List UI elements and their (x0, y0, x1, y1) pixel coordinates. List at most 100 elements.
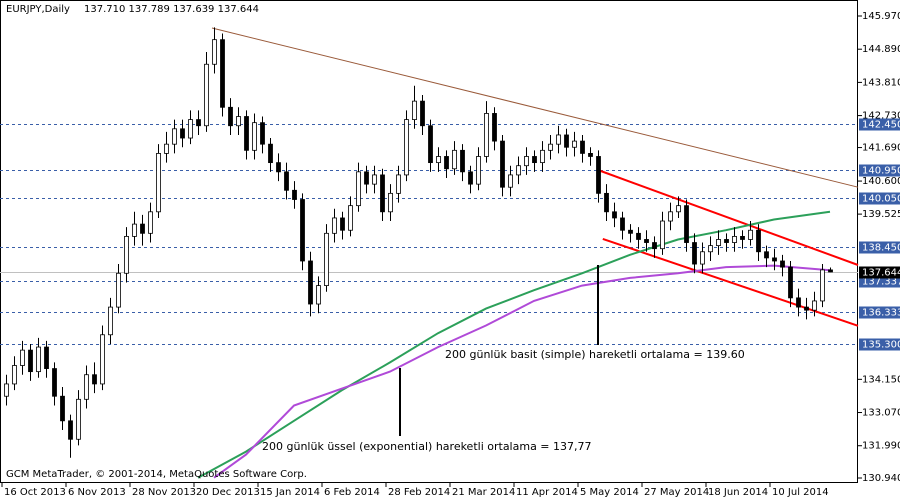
candle-body (636, 232, 641, 240)
trend-line (597, 169, 859, 266)
x-tick-label: 6 Feb 2014 (324, 487, 380, 498)
x-tick-label: 28 Nov 2013 (132, 487, 196, 498)
candle-body (724, 239, 729, 243)
candle-body (748, 229, 753, 240)
x-tick-label: 16 Oct 2013 (4, 487, 66, 498)
level-tag (859, 118, 900, 131)
candle-body (188, 119, 193, 139)
candle-body (476, 156, 481, 185)
candle-body (324, 232, 329, 286)
candle-body (292, 189, 297, 200)
level-tag (859, 192, 900, 205)
candle-body (220, 39, 225, 108)
candle-body (436, 156, 441, 164)
candle-body (668, 211, 673, 222)
candle-body (444, 156, 449, 170)
y-tick-label: 140.600 (862, 176, 900, 187)
candle-body (4, 383, 9, 397)
candle-body (652, 242, 657, 250)
y-tick-label: 142.730 (862, 111, 900, 122)
level-label: 140.050 (862, 194, 900, 205)
y-tick-label: 130.940 (862, 473, 900, 484)
candle-body (780, 260, 785, 268)
candle-body (148, 211, 153, 234)
candle-body (300, 199, 305, 262)
candle-body (164, 143, 169, 154)
x-tick-label: 11 Apr 2014 (516, 487, 578, 498)
level-tag (859, 164, 900, 177)
candle-body (100, 334, 105, 385)
candle-body (260, 122, 265, 145)
candle-body (540, 149, 545, 164)
level-label: 138.450 (862, 243, 900, 254)
level-label: 135.300 (862, 340, 900, 351)
candle-body (380, 174, 385, 213)
x-tick-label: 10 Jul 2014 (772, 487, 829, 498)
copyright: GCM MetaTrader, © 2001-2014, MetaQuotes … (6, 469, 307, 480)
level-label: 137.337 (862, 277, 900, 288)
candle-body (140, 223, 145, 234)
candle-body (28, 349, 33, 373)
plot-frame (0, 0, 858, 483)
candle-body (76, 398, 81, 440)
candle-body (820, 269, 825, 302)
candle-body (604, 192, 609, 213)
candle-body (108, 306, 113, 336)
x-tick-label: 21 Mar 2014 (452, 487, 515, 498)
candle-body (764, 251, 769, 259)
candle-body (340, 217, 345, 231)
level-tag (859, 338, 900, 351)
candle-body (588, 153, 593, 157)
candle-body (580, 140, 585, 154)
x-tick-label: 18 Jun 2014 (708, 487, 768, 498)
candle-body (740, 235, 745, 240)
candle-body (364, 171, 369, 185)
candle-body (788, 266, 793, 299)
symbol: EURJPY,Daily (6, 4, 70, 15)
candle-body (228, 106, 233, 127)
candle-body (708, 245, 713, 253)
y-tick-label: 145.970 (862, 11, 900, 22)
candle-body (420, 100, 425, 127)
candle-body (212, 39, 217, 65)
candle-body (132, 223, 137, 237)
candle-body (484, 113, 489, 157)
y-tick-label: 144.890 (862, 44, 900, 55)
level-tag (859, 306, 900, 319)
candle-body (492, 113, 497, 142)
candle-body (524, 156, 529, 167)
candle-body (388, 192, 393, 213)
price-tag (859, 266, 900, 279)
candle-body (268, 143, 273, 164)
candle-body (36, 346, 41, 373)
candle-body (676, 205, 681, 213)
moving-average (213, 264, 831, 479)
candle-body (348, 205, 353, 231)
candle-body (60, 395, 65, 422)
candle-body (660, 220, 665, 250)
candle-body (236, 116, 241, 127)
candle-body (684, 205, 689, 243)
candle-body (284, 171, 289, 191)
candle-body (332, 217, 337, 234)
candle-body (468, 171, 473, 185)
candle-body (556, 134, 561, 145)
candle-body (620, 217, 625, 231)
candle-body (428, 125, 433, 164)
level-label: 142.450 (862, 120, 900, 131)
candle-body (812, 300, 817, 311)
candle-body (84, 374, 89, 400)
candle-body (716, 239, 721, 247)
candle-body (756, 229, 761, 253)
candle-body (356, 171, 361, 207)
candle-body (532, 156, 537, 164)
price-label: 137.644 (862, 268, 900, 279)
candle-body (12, 365, 17, 385)
level-label: 136.333 (862, 308, 900, 319)
x-tick-label: 28 Feb 2014 (388, 487, 450, 498)
trend-line (211, 27, 859, 188)
candle-body (460, 149, 465, 173)
candle-body (396, 174, 401, 194)
